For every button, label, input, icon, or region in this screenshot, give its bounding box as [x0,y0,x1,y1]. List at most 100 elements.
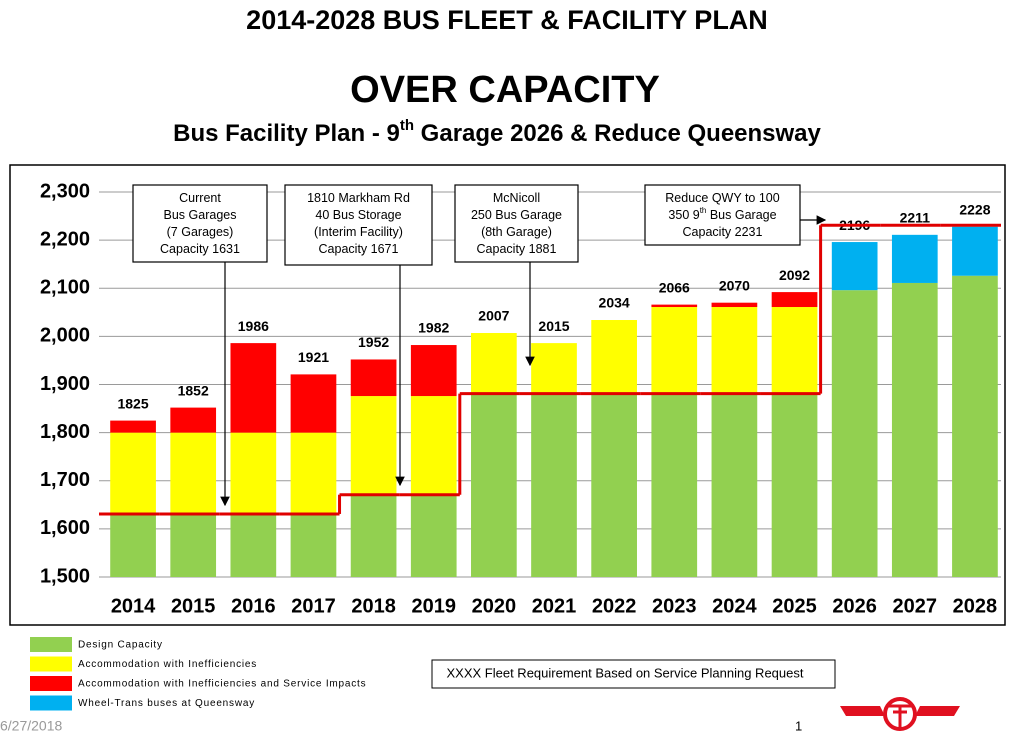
y-tick-label: 1,500 [40,565,90,587]
bar-segment [831,242,878,291]
x-tick-label: 2025 [772,595,817,617]
annotation-text: Reduce QWY to 100 [665,191,779,205]
y-tick-label: 2,000 [40,325,90,347]
bar-segment [591,320,637,394]
bar-segment [591,393,637,577]
annotation-text: 350 9th Bus Garage [668,206,776,222]
x-tick-label: 2021 [532,595,577,617]
annotation-text: Bus Garages [164,208,237,222]
bar-segment [952,226,998,276]
bar-segment [651,307,698,394]
subtitle-part: Garage 2026 & Reduce Queensway [414,120,822,147]
annotation-part: Capacity 1671 [319,242,399,256]
annotation-text: (7 Garages) [167,225,234,239]
annotation-part: (8th Garage) [481,225,552,239]
x-tick-label: 2016 [231,595,276,617]
y-tick-label: 1,900 [40,373,90,395]
bar-segment [350,359,397,397]
legend-label: Accommodation with Inefficiencies and Se… [78,679,366,690]
annotation-text: Capacity 1671 [319,242,399,256]
bar-segment [110,420,156,433]
bar-segment [170,407,217,433]
chart-frame [9,164,1006,626]
bar-segment [110,432,156,514]
x-tick-label: 2018 [351,595,396,617]
annotation-part: Reduce QWY to 100 [665,191,779,205]
chart-title: 2014-2028 BUS FLEET & FACILITY PLAN [246,5,768,35]
chart-heading: OVER CAPACITY [350,69,660,111]
annotation-part: 350 9 [668,208,699,222]
x-tick-label: 2020 [472,595,517,617]
x-tick-label: 2028 [953,595,998,617]
bar-segment [350,494,397,577]
annotation-box [284,184,433,266]
annotation-part: Capacity 2231 [683,225,763,239]
bar-segment [290,432,337,514]
bar-segment [771,393,818,577]
annotation-text: Current [179,191,221,205]
annotation-text: (Interim Facility) [314,225,403,239]
annotation-text: 1810 Markham Rd [307,191,410,205]
y-tick-label: 2,200 [40,228,90,250]
y-tick-label: 1,700 [40,469,90,491]
annotation-part: 1810 Markham Rd [307,191,410,205]
annotation-text: 250 Bus Garage [471,208,562,222]
total-label: 1952 [358,334,389,350]
bar-segment [410,345,457,397]
y-tick-label: 2,300 [40,180,90,202]
bar-segment [471,393,517,577]
annotation-part: (Interim Facility) [314,225,403,239]
bar-segment [531,343,577,394]
bar-segment [891,282,938,577]
legend-label: Design Capacity [78,640,163,651]
bar-segment [531,393,577,577]
bar-segment [410,494,457,577]
annotation-part: (7 Garages) [167,225,234,239]
footnote: XXXX Fleet Requirement Based on Service … [447,665,804,680]
total-label: 2007 [478,308,509,324]
bar-segment [290,374,337,433]
total-label: 2228 [959,201,990,217]
annotation-part: Bus Garage [706,208,776,222]
subtitle-part: Bus Facility Plan - 9 [173,120,400,147]
bar-segment [771,307,818,394]
subtitle-sup: th [400,117,414,134]
annotation-text: Capacity 1631 [160,242,240,256]
bar-segment [771,292,818,308]
bar-segment [230,432,277,514]
chart-subtitle: Bus Facility Plan - 9th Garage 2026 & Re… [173,117,821,147]
bar-segment [651,304,698,308]
annotation-part: Bus Garages [164,208,237,222]
bar-segment [831,290,878,577]
annotation-part: Current [179,191,221,205]
bar-segment [711,302,758,308]
x-tick-label: 2026 [832,595,877,617]
legend-label: Wheel-Trans buses at Queensway [78,698,255,709]
annotation-sup: th [700,206,707,215]
bar-segment [230,513,277,577]
annotation-part: 40 Bus Storage [315,208,401,222]
bar-segment [952,275,998,577]
annotation-text: Capacity 1881 [477,242,557,256]
total-label: 1982 [418,320,449,336]
total-label: 2066 [659,279,690,295]
x-tick-label: 2027 [893,595,938,617]
annotation-text: McNicoll [493,191,540,205]
y-tick-label: 1,600 [40,517,90,539]
legend-label: Accommodation with Inefficiencies [78,659,257,670]
legend-swatch [30,695,72,711]
total-label: 2092 [779,267,810,283]
total-label: 1921 [298,349,329,365]
x-tick-label: 2023 [652,595,697,617]
total-label: 2034 [599,295,630,311]
annotation-box [454,184,579,263]
total-label: 2015 [538,318,569,334]
annotation-text: Capacity 2231 [683,225,763,239]
bar-segment [471,333,517,394]
total-label: 1852 [178,382,209,398]
bar-segment [170,513,217,577]
annotation-part: Capacity 1881 [477,242,557,256]
annotation-text: (8th Garage) [481,225,552,239]
legend-swatch [30,637,72,652]
